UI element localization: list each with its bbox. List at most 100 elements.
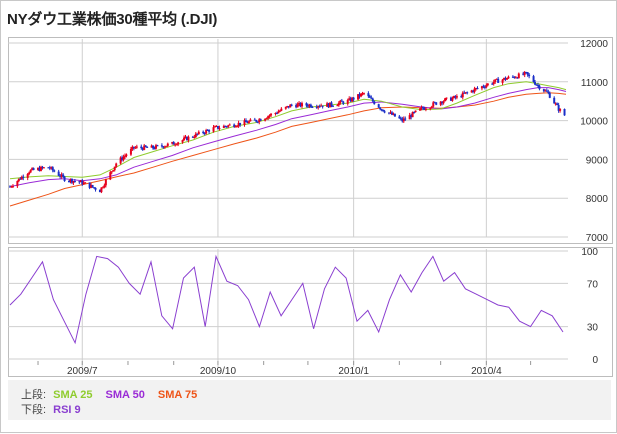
candle-body bbox=[317, 106, 320, 108]
candle-body bbox=[439, 101, 442, 105]
candle-body bbox=[124, 155, 127, 157]
candle-body bbox=[563, 109, 566, 116]
candle-body bbox=[545, 90, 548, 92]
candle-body bbox=[274, 113, 277, 115]
candle-body bbox=[258, 119, 261, 123]
candle-body bbox=[414, 110, 417, 113]
candle-body bbox=[234, 126, 237, 128]
candle-body bbox=[504, 77, 507, 80]
candle-body bbox=[183, 137, 186, 141]
candle-body bbox=[32, 168, 35, 170]
price-ytick-label: 10000 bbox=[580, 117, 608, 128]
candle-body bbox=[47, 167, 50, 169]
candle-body bbox=[306, 105, 309, 107]
candle-body bbox=[129, 149, 132, 155]
candle-body bbox=[526, 72, 529, 75]
candle-body bbox=[301, 103, 304, 107]
candle-body bbox=[402, 118, 405, 122]
candle-body bbox=[491, 83, 494, 85]
candle-body bbox=[497, 78, 500, 83]
candle-body bbox=[122, 156, 125, 160]
candle-body bbox=[42, 167, 45, 169]
candle-body bbox=[286, 105, 289, 107]
candle-body bbox=[360, 93, 363, 97]
legend-area bbox=[8, 380, 611, 420]
candle-body bbox=[404, 118, 407, 120]
candle-body bbox=[337, 102, 340, 106]
candle-body bbox=[268, 115, 271, 117]
candle-body bbox=[78, 181, 81, 183]
candle-body bbox=[171, 142, 174, 144]
candle-body bbox=[70, 178, 73, 183]
candle-body bbox=[544, 90, 547, 92]
candle-body bbox=[514, 77, 517, 79]
candle-body bbox=[63, 176, 66, 182]
candle-body bbox=[59, 175, 62, 177]
candle-body bbox=[424, 108, 427, 110]
candle-body bbox=[522, 73, 525, 75]
candle-body bbox=[538, 85, 541, 90]
candle-body bbox=[398, 116, 401, 119]
candle-body bbox=[547, 91, 550, 93]
candle-body bbox=[119, 157, 122, 164]
candle-body bbox=[516, 77, 519, 79]
candle-body bbox=[22, 176, 25, 178]
candle-body bbox=[480, 86, 483, 89]
candle-body bbox=[373, 101, 376, 105]
candle-body bbox=[109, 172, 112, 180]
candle-body bbox=[20, 176, 23, 180]
candle-body bbox=[113, 166, 116, 171]
rsi-ytick-label: 70 bbox=[587, 279, 599, 290]
candle-body bbox=[152, 145, 155, 149]
candle-body bbox=[48, 167, 51, 169]
candle-body bbox=[153, 148, 156, 150]
candle-body bbox=[339, 100, 342, 103]
candle-body bbox=[368, 96, 371, 98]
candle-body bbox=[239, 122, 242, 125]
candle-body bbox=[115, 163, 118, 167]
candle-body bbox=[309, 104, 312, 107]
candle-body bbox=[131, 146, 134, 150]
candle-body bbox=[16, 181, 19, 187]
candle-body bbox=[172, 142, 175, 145]
xtick-label: 2009/10 bbox=[200, 366, 237, 377]
candle-body bbox=[336, 105, 339, 107]
candle-body bbox=[523, 72, 526, 75]
candle-body bbox=[327, 103, 330, 108]
candle-body bbox=[532, 76, 535, 83]
candle-body bbox=[389, 112, 392, 114]
xtick-label: 2010/1 bbox=[338, 366, 369, 377]
candle-body bbox=[233, 124, 236, 127]
candle-body bbox=[156, 145, 159, 147]
candle-body bbox=[295, 105, 298, 108]
candle-body bbox=[98, 189, 101, 193]
candle-body bbox=[383, 111, 386, 113]
candle-body bbox=[482, 86, 485, 88]
candle-body bbox=[88, 182, 91, 188]
candle-body bbox=[38, 167, 41, 171]
candle-body bbox=[517, 73, 520, 79]
candle-body bbox=[140, 146, 143, 149]
candle-body bbox=[329, 102, 332, 108]
candle-body bbox=[215, 125, 218, 127]
candle-body bbox=[244, 120, 247, 123]
price-ytick-label: 12000 bbox=[580, 39, 608, 50]
candle-body bbox=[9, 186, 11, 188]
candle-body bbox=[454, 96, 457, 98]
legend-sma75: SMA 75 bbox=[157, 389, 198, 401]
candle-body bbox=[392, 113, 395, 115]
candle-body bbox=[146, 146, 149, 148]
candle-body bbox=[525, 72, 528, 74]
candle-body bbox=[212, 127, 215, 132]
candle-body bbox=[143, 145, 146, 150]
candle-body bbox=[184, 136, 187, 138]
candle-body bbox=[31, 168, 34, 170]
candle-body bbox=[264, 118, 267, 121]
candle-body bbox=[39, 166, 42, 171]
candle-body bbox=[247, 121, 250, 124]
candle-body bbox=[213, 126, 216, 128]
candle-body bbox=[216, 125, 219, 129]
candle-body bbox=[556, 103, 559, 105]
candle-body bbox=[311, 106, 314, 108]
candle-body bbox=[410, 115, 413, 118]
